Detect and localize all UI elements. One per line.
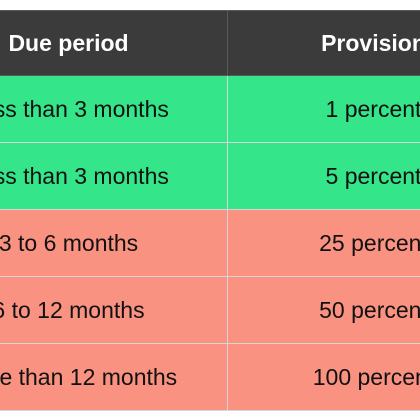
cell-due-period: More than 12 months [0, 343, 228, 411]
cell-due-period: Less than 3 months [0, 142, 228, 210]
header-provision: Provision [227, 10, 420, 76]
header-due-period: Due period [0, 10, 228, 76]
cell-due-period: Less than 3 months [0, 75, 228, 143]
cell-due-period: 6 to 12 months [0, 276, 228, 344]
table-row: Less than 3 months 5 percent [0, 142, 420, 210]
table-row: 6 to 12 months 50 percent [0, 276, 420, 344]
cell-provision: 25 percent [227, 209, 420, 277]
cell-provision: 1 percent [227, 75, 420, 143]
table-row: Less than 3 months 1 percent [0, 75, 420, 143]
table-row: More than 12 months 100 percent [0, 343, 420, 411]
cell-provision: 50 percent [227, 276, 420, 344]
cell-due-period: 3 to 6 months [0, 209, 228, 277]
table-header: Due period Provision [0, 10, 420, 76]
provision-table: Due period Provision Less than 3 months … [0, 10, 420, 411]
cell-provision: 5 percent [227, 142, 420, 210]
cell-provision: 100 percent [227, 343, 420, 411]
table-body: Less than 3 months 1 percent Less than 3… [0, 75, 420, 411]
header-row: Due period Provision [0, 10, 420, 76]
table-row: 3 to 6 months 25 percent [0, 209, 420, 277]
